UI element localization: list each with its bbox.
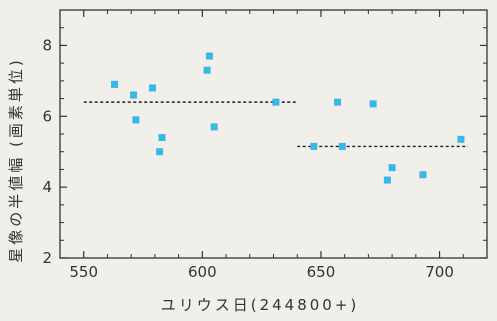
data-point — [111, 80, 119, 88]
data-point — [338, 142, 346, 150]
data-point — [156, 148, 164, 156]
data-point — [210, 123, 218, 131]
y-tick-label: 6 — [42, 107, 52, 125]
x-axis-title: ユリウス日(244800+) — [161, 296, 360, 314]
data-point — [158, 134, 166, 142]
y-tick-label: 2 — [42, 249, 52, 267]
data-point — [383, 176, 391, 184]
data-point — [388, 164, 396, 172]
data-point — [457, 135, 465, 143]
plot-frame — [59, 9, 488, 259]
y-tick-label: 4 — [42, 178, 52, 196]
data-point — [310, 142, 318, 150]
data-point — [149, 84, 157, 92]
data-point — [203, 66, 211, 74]
x-tick-label: 550 — [69, 263, 98, 281]
x-tick-label: 650 — [307, 263, 336, 281]
y-axis-title: 星像の半値幅 (画素単位) — [7, 57, 25, 262]
data-point — [419, 171, 427, 179]
data-point — [369, 100, 377, 108]
data-point — [205, 52, 213, 60]
data-point — [130, 91, 138, 99]
data-point — [272, 98, 280, 106]
y-tick-label: 8 — [42, 36, 52, 54]
x-tick-label: 600 — [188, 263, 217, 281]
x-tick-label: 700 — [425, 263, 454, 281]
data-point — [132, 116, 140, 124]
data-point — [334, 98, 342, 106]
